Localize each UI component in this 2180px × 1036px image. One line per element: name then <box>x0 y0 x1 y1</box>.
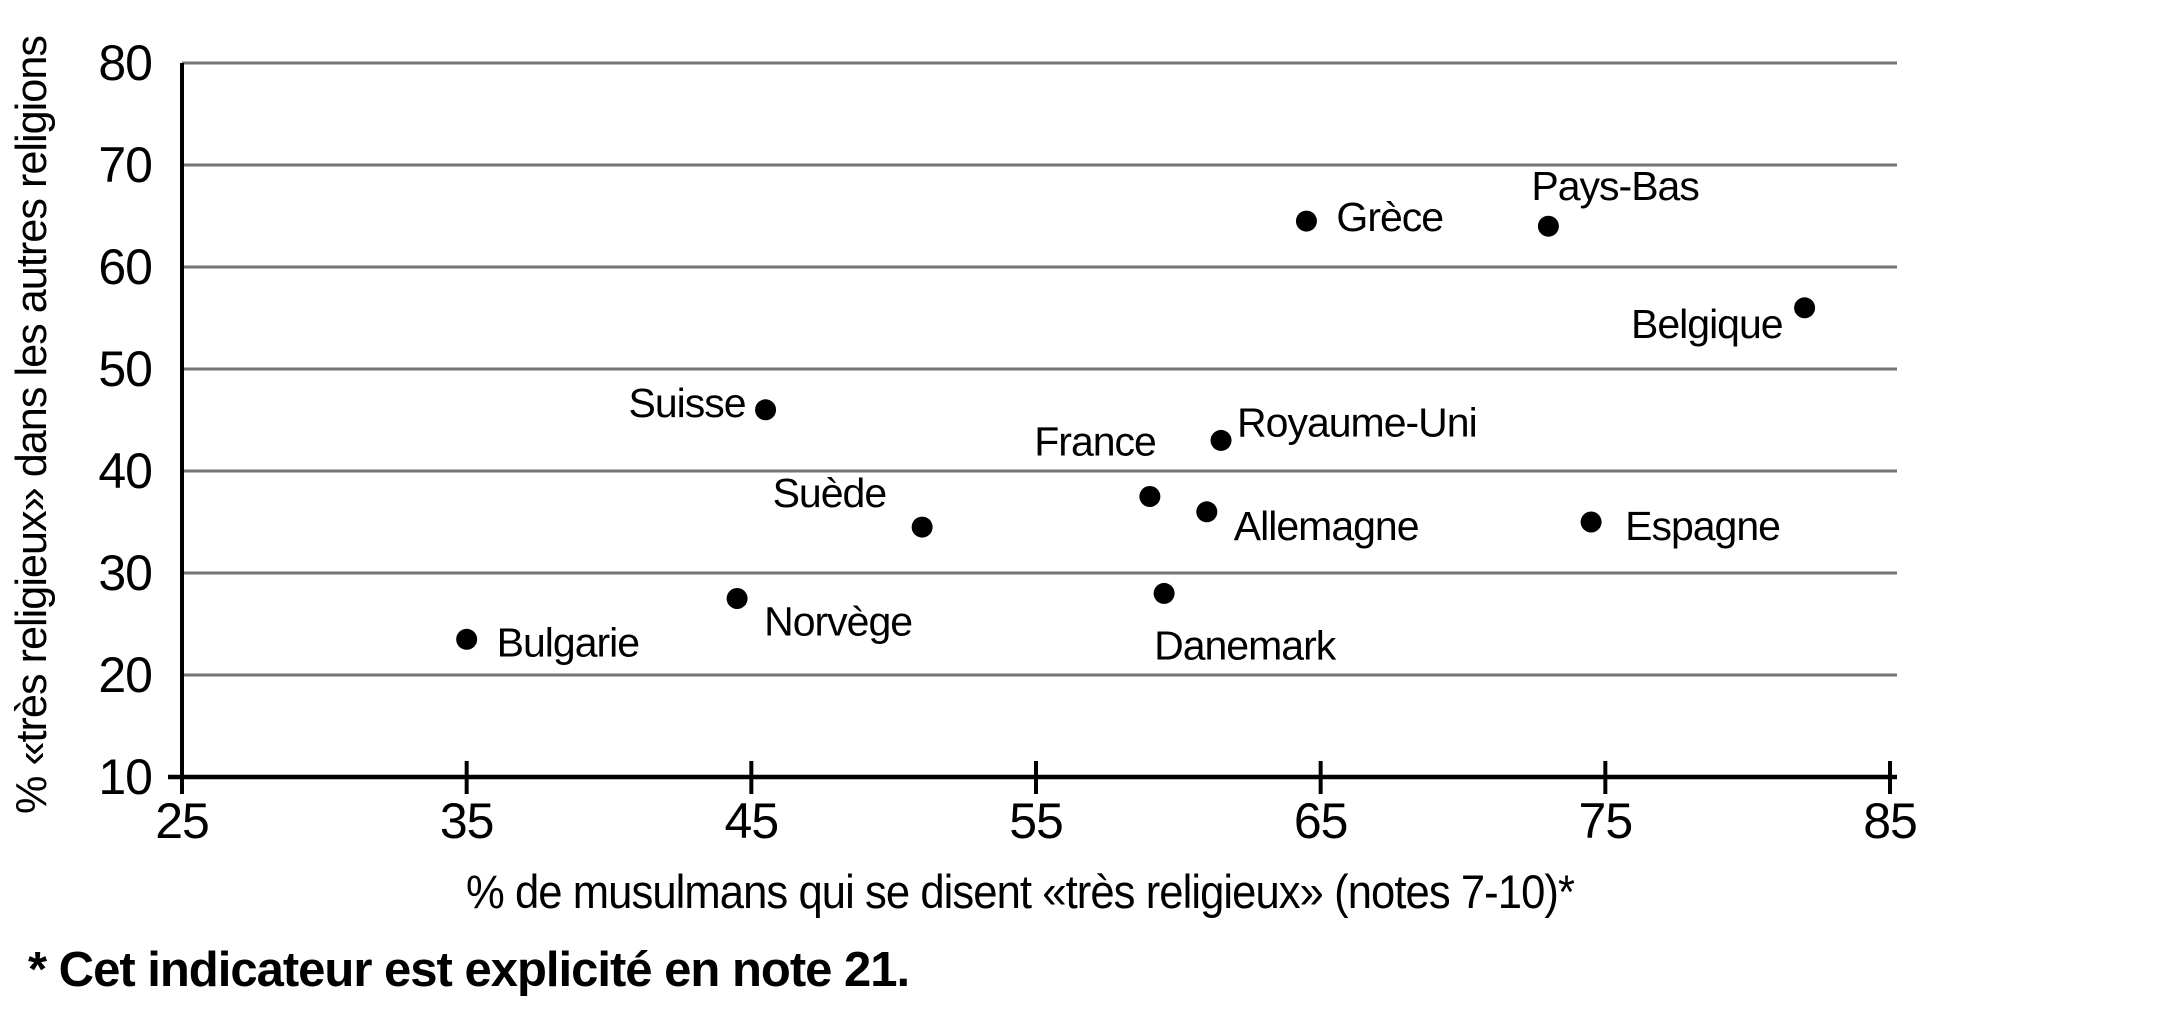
y-tick-label: 10 <box>98 749 152 805</box>
footnote: * Cet indicateur est explicité en note 2… <box>28 943 910 997</box>
data-point-label: Allemagne <box>1234 503 1419 549</box>
y-tick-label: 80 <box>98 35 152 91</box>
data-point <box>1580 511 1602 533</box>
x-axis-tick-labels: 25 35 45 55 65 75 85 <box>155 793 1918 849</box>
data-point <box>456 628 478 650</box>
data-point-label: Pays-Bas <box>1531 163 1699 209</box>
x-tick-label: 35 <box>440 793 494 849</box>
x-tick-label: 55 <box>1009 793 1063 849</box>
data-point-label: Belgique <box>1631 301 1783 347</box>
y-tick-label: 20 <box>98 647 152 703</box>
data-point-label: Norvège <box>764 599 912 645</box>
axes <box>168 63 1897 780</box>
data-point <box>1153 582 1175 604</box>
y-axis-tick-labels: 10 20 30 40 50 60 70 80 <box>98 35 153 805</box>
data-point-label: Danemark <box>1154 622 1337 668</box>
data-point <box>1210 429 1232 451</box>
x-tick-label: 45 <box>725 793 779 849</box>
data-point <box>1537 215 1559 237</box>
x-axis-title: % de musulmans qui se disent «très relig… <box>466 865 1575 918</box>
y-tick-label: 30 <box>98 545 152 601</box>
x-tick-label: 25 <box>155 793 209 849</box>
y-tick-label: 60 <box>98 239 152 295</box>
x-tick-label: 85 <box>1863 793 1917 849</box>
data-point-label: France <box>1034 419 1156 465</box>
gridlines <box>182 61 1897 677</box>
x-axis-ticks <box>180 761 1892 794</box>
data-point-label: Suisse <box>629 380 746 426</box>
data-point-label: Bulgarie <box>497 619 639 665</box>
data-point <box>755 399 777 421</box>
y-tick-label: 40 <box>98 443 152 499</box>
data-point-label: Royaume-Uni <box>1237 399 1477 445</box>
data-point <box>1295 210 1317 232</box>
data-point <box>911 516 933 538</box>
data-point <box>1794 297 1816 319</box>
data-point-label: Grèce <box>1336 194 1443 240</box>
data-point <box>1196 501 1218 523</box>
data-points: Bulgarie Norvège Suisse Suède France Danemark… <box>456 163 1816 668</box>
y-tick-label: 50 <box>98 341 152 397</box>
data-point <box>726 588 748 609</box>
data-point <box>1139 486 1161 507</box>
y-axis-title: % «très religieux» dans les autres relig… <box>7 36 56 814</box>
data-point-label: Espagne <box>1625 503 1780 549</box>
x-tick-label: 65 <box>1294 793 1348 849</box>
x-tick-label: 75 <box>1579 793 1633 849</box>
data-point-label: Suède <box>773 470 887 516</box>
y-tick-label: 70 <box>98 137 152 193</box>
